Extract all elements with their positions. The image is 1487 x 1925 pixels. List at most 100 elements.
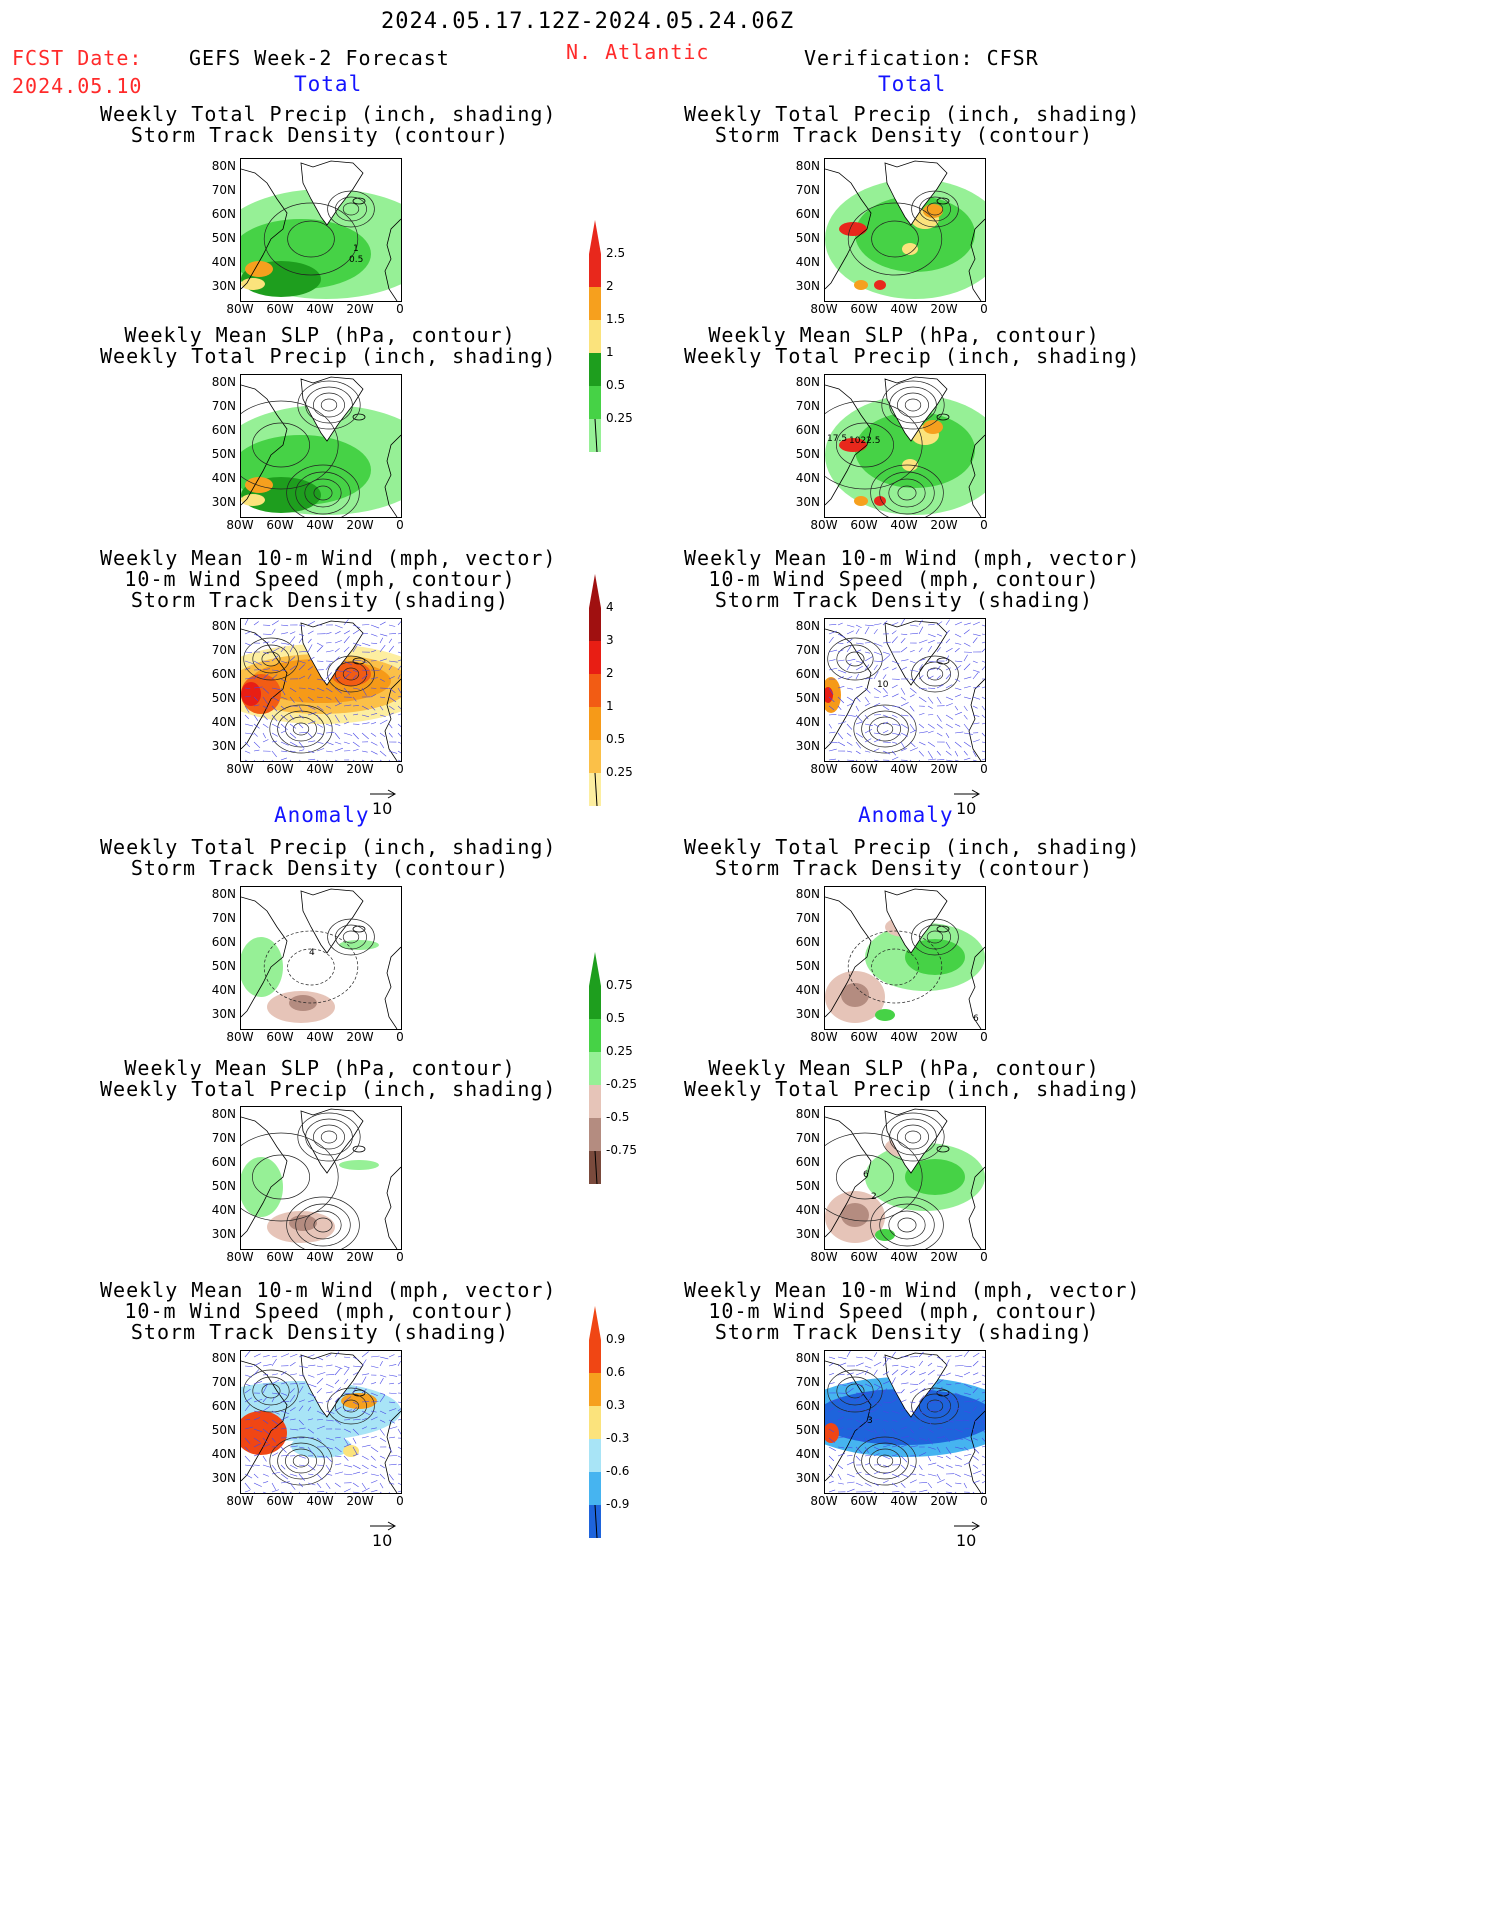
wind-vector [963, 696, 971, 700]
panel-title-line: Weekly Total Precip (inch, shading) [684, 1077, 1141, 1101]
wind-vector [289, 1445, 298, 1448]
wind-speed-contour [919, 1393, 951, 1419]
wind-vector [963, 714, 968, 720]
storm-track-contour [847, 930, 943, 1004]
panel-title-line: Weekly Total Precip (inch, shading) [100, 344, 557, 368]
wind-vector [828, 1428, 835, 1433]
wind-vector [954, 1354, 963, 1358]
map-panel [240, 1350, 402, 1494]
wind-vector [343, 1409, 353, 1412]
wind-vector [936, 1419, 942, 1423]
wind-vector [343, 1488, 351, 1493]
lat-label: 60N [211, 1399, 236, 1413]
wind-vector [945, 655, 950, 662]
fcst-date-label: FCST Date: [12, 46, 143, 70]
lat-label: 60N [795, 935, 820, 949]
wind-vector [289, 687, 297, 693]
wind-vector [316, 1387, 322, 1394]
panel-title-line: Weekly Mean 10-m Wind (mph, vector) [100, 1278, 557, 1302]
wind-vector [864, 723, 873, 726]
north-america-coast [241, 628, 288, 750]
colorbar-swatch [589, 773, 601, 806]
wind-vector [352, 659, 362, 662]
colorbar-label: 2 [606, 666, 614, 680]
wind-vector [307, 1392, 317, 1398]
wind-vector [397, 1463, 401, 1466]
wind-vector [918, 1387, 926, 1394]
precip-anomaly-shading [339, 940, 379, 950]
panel-title-line: Storm Track Density (shading) [714, 1320, 1094, 1344]
wind-vector [918, 647, 923, 653]
wind-vector [280, 1464, 286, 1470]
wind-vector [361, 1400, 370, 1403]
wind-vector [388, 1364, 397, 1367]
colorbar-label: -0.9 [606, 1497, 630, 1511]
wind-vector [981, 722, 985, 725]
lat-label: 40N [211, 255, 236, 269]
wind-vector [352, 705, 359, 707]
vector-reference-label: 10 [956, 799, 977, 818]
wind-vector [397, 1408, 401, 1412]
wind-vector [945, 630, 950, 635]
precip-shading [839, 438, 867, 452]
lon-label: 80W [226, 518, 254, 532]
lon-label: 20W [930, 518, 958, 532]
wind-vector [379, 1419, 386, 1423]
lon-label: 60W [850, 1250, 878, 1264]
wind-vector [388, 696, 397, 703]
lat-label: 40N [795, 471, 820, 485]
wind-vector [891, 1369, 899, 1376]
wind-vector [307, 1406, 312, 1412]
lon-label: 0 [396, 1030, 404, 1044]
lat-label: 70N [211, 1375, 236, 1389]
vector-reference-arrow [370, 789, 397, 799]
wind-vector [945, 684, 953, 689]
colorbar-swatch [589, 1306, 601, 1340]
wind-vector [370, 669, 380, 671]
wind-vector [352, 1386, 357, 1394]
wind-vector [954, 1382, 961, 1385]
lon-label: 40W [890, 1250, 918, 1264]
wind-vector [361, 732, 369, 740]
wind-vector [954, 1397, 961, 1403]
wind-vector [918, 626, 924, 635]
wind-vector [927, 668, 936, 671]
wind-vector [361, 722, 370, 725]
lat-label: 70N [795, 1131, 820, 1145]
wind-vector [855, 750, 861, 755]
wind-vector [837, 741, 845, 747]
wind-vector [352, 732, 359, 740]
wind-vector [253, 1410, 261, 1413]
lon-label: 20W [346, 1250, 374, 1264]
wind-vector [837, 1453, 845, 1457]
wind-vector [963, 1437, 973, 1442]
lon-label: 20W [346, 1494, 374, 1508]
wind-vector [325, 696, 332, 700]
wind-vector [864, 702, 871, 707]
wind-vector [325, 741, 334, 746]
lat-label: 70N [795, 183, 820, 197]
wind-vector [352, 1418, 361, 1421]
wind-vector [882, 666, 889, 671]
wind-vector [397, 1455, 401, 1458]
colorbar-tail [594, 772, 598, 807]
wind-vector [972, 633, 981, 637]
wind-vector [882, 641, 891, 644]
wind-vector [918, 1473, 925, 1477]
wind-vector [397, 642, 401, 644]
wind-vector [370, 1401, 379, 1403]
wind-speed-contour [836, 644, 874, 674]
lon-label: 40W [306, 1494, 334, 1508]
wind-vector [271, 647, 280, 653]
wind-vector [963, 1446, 969, 1451]
wind-vector [370, 1436, 377, 1439]
wind-speed-contour [261, 1383, 281, 1399]
colorbar-label: 1 [606, 345, 614, 359]
wind-vector [891, 1410, 900, 1414]
panel-title: Weekly Total Precip (inch, shading) Storm… [684, 104, 1139, 146]
wind-vector [954, 1491, 957, 1493]
wind-vector [909, 678, 915, 682]
wind-vector [954, 687, 962, 691]
wind-vector [963, 1410, 971, 1414]
panel-title: Weekly Total Precip (inch, shading) Storm… [100, 837, 555, 879]
